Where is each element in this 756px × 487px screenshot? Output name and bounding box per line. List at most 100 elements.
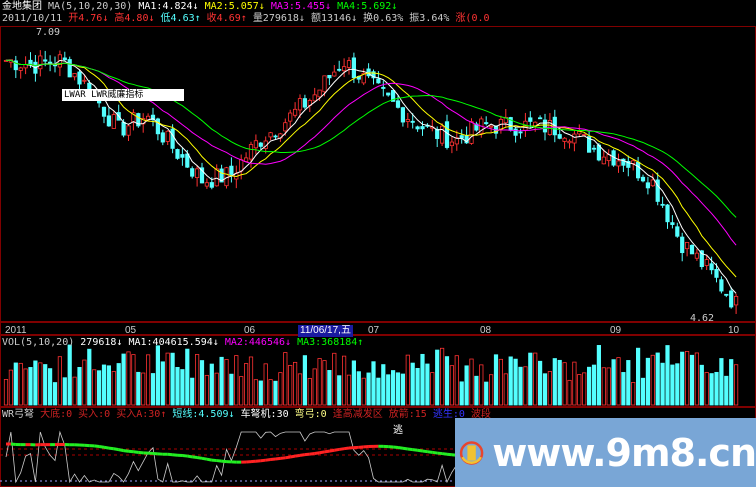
candle-body [126,125,131,136]
volume-bar [415,367,420,406]
candle-body [170,128,175,149]
volume-bar [518,366,523,406]
volume-bar [587,366,592,406]
candle-body [165,130,170,142]
volume-bar [430,372,435,406]
candle-body [224,167,229,187]
volume-bar [542,373,548,406]
volume-bar [484,381,489,406]
candle-body [410,120,415,123]
candle-body [77,71,82,85]
amplitude: 振3.64% [409,13,450,24]
volume-bar [719,358,724,406]
axis-label: 10 [728,325,740,336]
volume-bar [474,375,479,406]
candle-body [719,279,724,292]
candle-body [670,222,675,225]
volume-bar [655,352,660,406]
candle-body [704,259,709,266]
candle-body [253,140,258,149]
wr-trend-segment [216,459,222,463]
wr-trend-segment [103,445,110,450]
volume-bar [278,372,283,406]
candle-body [513,128,518,136]
candle-body [199,167,205,184]
candle-body [332,71,337,77]
volume-bar [175,367,180,406]
volume-bar [469,358,474,406]
volume-bar [709,373,714,406]
candle-body [82,79,87,82]
high-price-label: 7.09 [36,27,61,38]
volume-header: VOL(5,10,20) 279618↓ MA1:404615.594↓ MA2… [2,337,363,349]
volume-bar [92,369,97,406]
volume-bar [591,364,597,406]
candle-body [567,140,572,144]
wr-trend-segment [402,446,409,451]
volume-bar [395,372,401,406]
candle-body [601,156,606,165]
candle-body [371,71,376,79]
volume-bar [337,375,342,406]
volume-bar [111,371,116,406]
ma30-line [5,59,737,218]
candle-body [273,135,278,138]
candle-body [680,236,685,254]
volume-bar [258,380,263,406]
volume-bar [170,352,175,406]
candle-body [542,119,548,133]
candle-body [175,149,180,159]
wr-trend-segment [299,453,306,457]
volume-bar [577,374,582,406]
candle-body [101,106,107,117]
volume-bar [145,354,151,406]
candle-body [582,134,587,136]
escape-mark: 逃 [393,425,403,436]
candle-body [528,117,533,122]
candle-body [591,147,597,150]
candle-body [724,293,729,296]
volume-bar [253,379,258,406]
ma10-line [5,59,737,278]
volume-bar [3,379,9,406]
wr-item: 波段 [470,409,491,420]
candle-body [18,67,23,71]
volume-bar [33,360,38,406]
candle-body [503,116,508,124]
wr-trend-segment [324,449,330,454]
volume-bar [680,351,685,406]
volume-bar [121,353,126,406]
volume-bar [650,354,655,406]
candle-body [106,115,111,127]
volume-bar [704,372,709,406]
cursor-date: 11/06/17,五 [298,325,353,337]
candle-body [194,168,200,178]
candle-body [28,59,33,65]
volume-bar [533,352,538,406]
watermark-text: www.9m8.cn [492,430,756,475]
volume-bar [390,370,396,406]
volume-bar [488,374,494,406]
wr-trend-segment [343,446,350,451]
volume-bar [670,364,675,406]
wr-trend-segment [172,453,178,457]
volume-bar [234,355,239,406]
candle-body [292,108,298,116]
volume-bar [626,360,631,406]
volume-bar [689,354,695,406]
volume-bar [106,365,111,406]
volume-bar [101,364,107,406]
volume-bar [141,372,146,406]
vol-ma2: MA2:446546↓ [224,337,292,348]
volume-bar [332,352,337,406]
wr-trend-segment [182,454,188,458]
wr-trend-segment [133,450,139,454]
amount: 额13146↓ [311,13,358,24]
chart-header-line1: 金地集团 MA(5,10,20,30) MA1:4.824↓ MA2:5.057… [2,1,397,13]
volume-bar [439,347,445,406]
volume-bar [538,360,543,406]
volume-bar [268,379,273,406]
volume-bar [665,345,670,406]
ma4-value: MA4:5.692↓ [337,1,398,12]
wr-trend-segment [285,455,291,460]
